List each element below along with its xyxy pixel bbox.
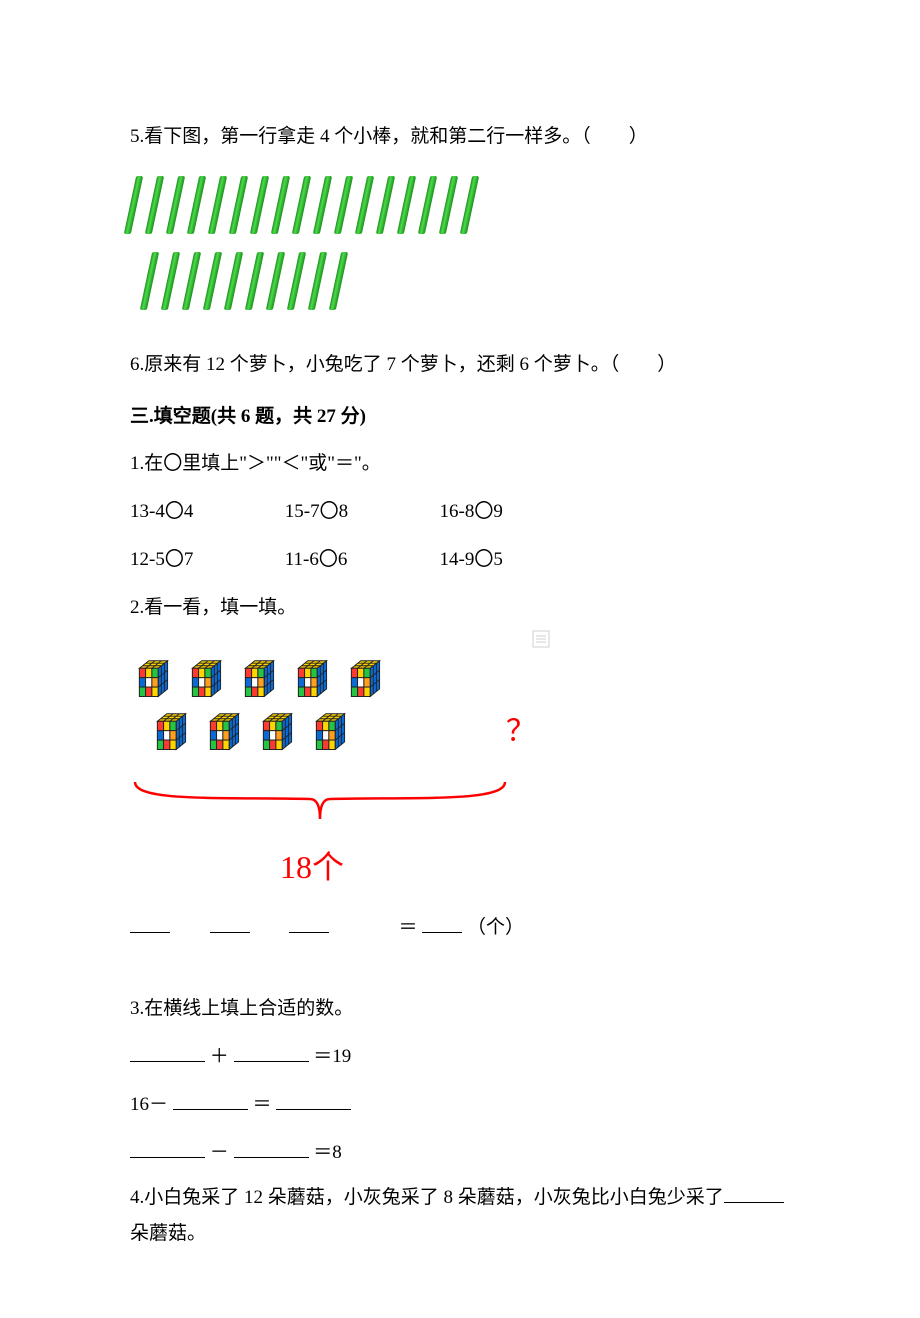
blank [724, 1183, 784, 1203]
fill-q1-prompt: 1.在〇里填上"＞""＜"或"＝"。 [130, 443, 790, 485]
sticks-row-2 [146, 252, 790, 310]
question-5: 5.看下图，第一行拿走 4 个小棒，就和第二行一样多。（ ） [130, 116, 790, 158]
rubiks-cube-icon [289, 657, 336, 704]
stick-icon [397, 176, 416, 234]
q4-text-1: 4.小白兔采了 12 朵蘑菇，小灰兔采了 8 朵蘑菇，小灰兔比小白兔少采了 [130, 1187, 724, 1208]
blank [130, 1042, 205, 1062]
fill-q3-line2: 16－ ＝ [130, 1084, 790, 1126]
stick-icon [187, 176, 206, 234]
rubiks-cube-icon [342, 657, 389, 704]
sticks-row-1 [130, 176, 790, 234]
blank [422, 913, 462, 933]
rubiks-cube-icon [130, 657, 177, 704]
stick-icon [208, 176, 227, 234]
blank [234, 1042, 309, 1062]
stick-icon [313, 176, 332, 234]
blank [289, 913, 329, 933]
stick-icon [229, 176, 248, 234]
stick-icon [145, 176, 164, 234]
stick-icon [166, 176, 185, 234]
stick-icon [287, 252, 306, 310]
stick-icon [245, 252, 264, 310]
stick-icon [203, 252, 222, 310]
cube-row-1 [130, 657, 530, 704]
stick-icon [308, 252, 327, 310]
prefix-text: 16－ [130, 1094, 168, 1115]
fill-q3-line1: ＋ ＝19 [130, 1036, 790, 1078]
stick-icon [182, 252, 201, 310]
section-3-title: 三.填空题(共 6 题，共 27 分) [130, 396, 790, 438]
stick-icon [439, 176, 458, 234]
fill-q3-line3: － ＝8 [130, 1132, 790, 1174]
stick-icon [292, 176, 311, 234]
question-mark: ？ [506, 699, 536, 765]
stick-icon [271, 176, 290, 234]
op-plus: ＋ [210, 1046, 229, 1067]
stick-icon [250, 176, 269, 234]
blank [173, 1090, 248, 1110]
stick-icon [140, 252, 159, 310]
unit-label: （个） [467, 917, 524, 938]
comp-cell: 11-6〇6 [285, 539, 435, 581]
op-minus: － [210, 1142, 229, 1163]
stick-icon [224, 252, 243, 310]
stick-icon [376, 176, 395, 234]
stick-icon [124, 176, 143, 234]
question-6: 6.原来有 12 个萝卜，小兔吃了 7 个萝卜，还剩 6 个萝卜。（ ） [130, 344, 790, 386]
stick-icon [460, 176, 479, 234]
stick-icon [266, 252, 285, 310]
blank [130, 913, 170, 933]
stick-icon [329, 252, 348, 310]
comp-cell: 12-5〇7 [130, 539, 280, 581]
stick-icon [161, 252, 180, 310]
comp-cell: 16-8〇9 [440, 491, 590, 533]
blank [234, 1138, 309, 1158]
blank [276, 1090, 351, 1110]
fill-q1-row1: 13-4〇4 15-7〇8 16-8〇9 [130, 491, 790, 533]
eq-text: ＝8 [313, 1142, 342, 1163]
fill-q2-answer-line: ＝ （个） [130, 907, 790, 949]
watermark-icon [532, 630, 550, 648]
rubiks-cube-icon [254, 710, 301, 757]
blank [210, 913, 250, 933]
stick-icon [355, 176, 374, 234]
rubiks-cube-icon [148, 710, 195, 757]
stick-icon [334, 176, 353, 234]
fill-q2-prompt: 2.看一看，填一填。 [130, 587, 790, 629]
fill-q4: 4.小白兔采了 12 朵蘑菇，小灰兔采了 8 朵蘑菇，小灰兔比小白兔少采了 朵蘑… [130, 1180, 790, 1252]
curly-brace [130, 777, 510, 827]
eq-text: ＝19 [313, 1046, 351, 1067]
cube-row-2 [148, 710, 530, 757]
fill-q1-row2: 12-5〇7 11-6〇6 14-9〇5 [130, 539, 790, 581]
eq-text: ＝ [253, 1094, 272, 1115]
rubiks-cube-icon [201, 710, 248, 757]
rubiks-cube-icon [236, 657, 283, 704]
comp-cell: 15-7〇8 [285, 491, 435, 533]
stick-icon [418, 176, 437, 234]
comp-cell: 14-9〇5 [440, 539, 590, 581]
comp-cell: 13-4〇4 [130, 491, 280, 533]
q4-text-2: 朵蘑菇。 [130, 1223, 206, 1244]
blank [130, 1138, 205, 1158]
fill-q3-prompt: 3.在横线上填上合适的数。 [130, 988, 790, 1030]
rubiks-cube-icon [307, 710, 354, 757]
rubiks-cube-icon [183, 657, 230, 704]
total-label: 18个 [280, 832, 344, 902]
cubes-diagram: ？ 18个 [130, 657, 530, 897]
equals-sign: ＝ [399, 917, 418, 938]
